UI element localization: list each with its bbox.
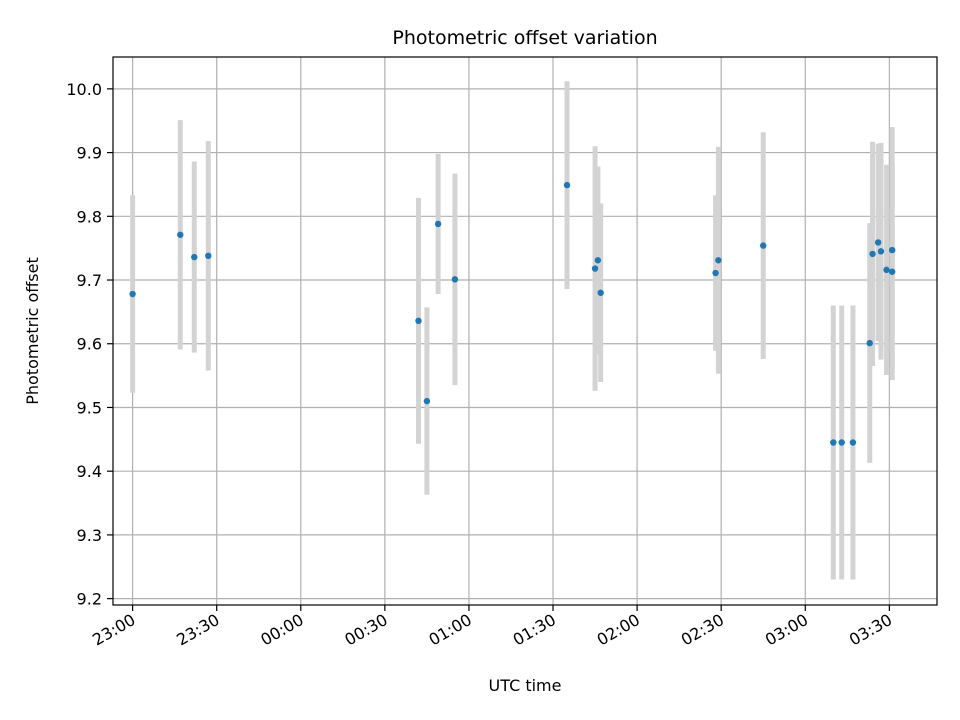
y-tick-label: 9.5 xyxy=(77,398,102,417)
data-point xyxy=(874,239,882,246)
y-tick-label: 9.9 xyxy=(77,144,102,163)
data-point xyxy=(849,439,857,446)
plot-frame xyxy=(112,56,938,606)
data-point xyxy=(830,439,837,446)
y-tick-label: 9.8 xyxy=(77,207,102,226)
data-point xyxy=(877,248,885,255)
data-point xyxy=(563,181,571,189)
data-points xyxy=(129,181,896,446)
data-point xyxy=(415,317,422,325)
data-point xyxy=(594,257,602,264)
data-point xyxy=(177,231,184,238)
data-point xyxy=(191,253,198,261)
data-point xyxy=(866,339,873,347)
data-point xyxy=(129,290,136,298)
data-point xyxy=(715,257,722,264)
y-tick-label: 9.7 xyxy=(77,271,102,290)
y-axis-label: Photometric offset xyxy=(23,257,42,405)
x-axis-label: UTC time xyxy=(489,676,562,695)
data-point xyxy=(597,289,604,296)
y-tick-label: 9.3 xyxy=(77,526,102,545)
chart-title: Photometric offset variation xyxy=(392,27,657,49)
data-point xyxy=(888,246,896,254)
grid xyxy=(113,57,937,605)
data-point xyxy=(760,242,767,249)
y-tick-label: 9.2 xyxy=(77,590,102,609)
y-tick-label: 9.6 xyxy=(77,335,102,354)
data-point xyxy=(205,252,212,260)
data-point xyxy=(883,266,890,274)
data-point xyxy=(451,276,459,283)
data-point xyxy=(888,268,896,275)
data-point xyxy=(434,220,442,228)
y-tick-label: 10.0 xyxy=(66,80,102,99)
data-point xyxy=(712,269,719,277)
data-point xyxy=(838,439,845,446)
data-point xyxy=(423,397,431,405)
data-point xyxy=(869,250,876,258)
data-point xyxy=(591,265,599,272)
y-tick-label: 9.4 xyxy=(77,462,102,481)
